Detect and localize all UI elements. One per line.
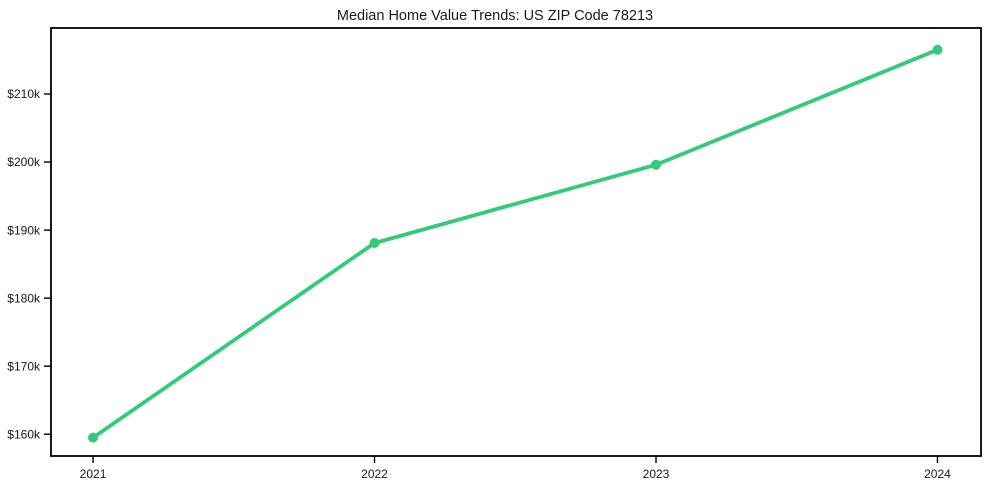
chart-title: Median Home Value Trends: US ZIP Code 78… [337, 8, 653, 24]
x-tick-label: 2023 [643, 467, 670, 481]
y-tick-label: $200k [7, 155, 41, 169]
data-point-2023 [650, 159, 661, 170]
plot-frame [50, 27, 982, 457]
y-tick-label: $190k [7, 223, 41, 237]
y-tick-label: $210k [7, 87, 41, 101]
x-tick-label: 2024 [924, 467, 951, 481]
data-point-2021 [88, 432, 99, 443]
plot-area: $160k $170k $180k $190k $200k $210k 2021 2022 20… [7, 27, 982, 481]
data-point-2022 [369, 238, 380, 249]
y-tick-label: $170k [7, 359, 41, 373]
x-tick-label: 2022 [361, 467, 388, 481]
data-point-2024 [932, 44, 943, 55]
x-tick-label: 2021 [80, 467, 107, 481]
y-tick-label: $160k [7, 427, 41, 441]
trend-line [91, 47, 940, 440]
y-tick-label: $180k [7, 291, 41, 305]
